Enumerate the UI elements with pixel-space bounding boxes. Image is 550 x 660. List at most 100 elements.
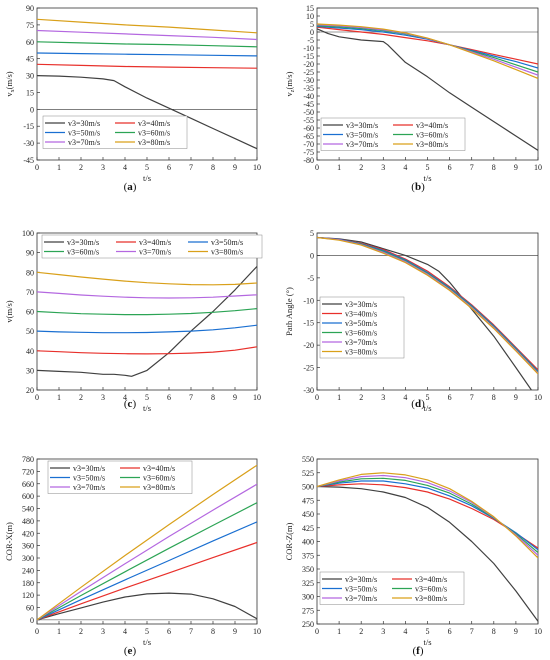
- legend-label: v3=60m/s: [416, 131, 448, 140]
- legend: v3=30m/s v3=40m/s v3=50m/s v3=60m/s v3=70m/s…: [320, 117, 466, 151]
- y-tick-label: 15: [306, 4, 314, 13]
- y-tick-label: 60: [26, 308, 34, 317]
- series-line-4: [37, 502, 257, 621]
- x-tick-label: 2: [79, 393, 83, 402]
- legend-label: v3=50m/s: [345, 585, 377, 594]
- x-tick-label: 2: [79, 163, 83, 172]
- y-tick-label: 540: [22, 505, 34, 514]
- legend-label: v3=70m/s: [345, 594, 377, 603]
- legend-label: v3=50m/s: [346, 131, 378, 140]
- x-tick-label: 2: [359, 627, 363, 636]
- y-tick-label: 60: [26, 604, 34, 613]
- y-tick-label: 420: [22, 529, 34, 538]
- y-tick-label: 30: [26, 72, 34, 81]
- legend-label: v3=50m/s: [73, 474, 105, 483]
- x-tick-label: 0: [315, 627, 319, 636]
- x-tick-label: 0: [35, 393, 39, 402]
- y-tick-label: 250: [302, 620, 314, 629]
- x-tick-label: 9: [514, 627, 518, 636]
- legend-box: [319, 296, 405, 359]
- x-tick-label: 5: [426, 393, 430, 402]
- x-tick-label: 1: [337, 393, 341, 402]
- x-axis-label: t/s: [143, 637, 151, 647]
- x-axis-label: t/s: [423, 173, 431, 183]
- y-tick-label: 400: [302, 538, 314, 547]
- y-tick-label: 45: [26, 55, 34, 64]
- series-line-4: [317, 477, 538, 553]
- legend-label: v3=80m/s: [415, 594, 447, 603]
- x-tick-label: 5: [145, 627, 149, 636]
- y-tick-label: -45: [23, 156, 34, 165]
- x-tick-label: 0: [315, 163, 319, 172]
- x-tick-label: 9: [514, 393, 518, 402]
- x-tick-label: 5: [145, 163, 149, 172]
- y-tick-label: 20: [26, 386, 34, 395]
- y-tick-label: 550: [302, 455, 314, 464]
- legend-label: v3=60m/s: [67, 248, 99, 257]
- legend-label: v3=50m/s: [68, 129, 100, 138]
- series-line-3: [37, 52, 257, 57]
- x-tick-label: 4: [403, 627, 407, 636]
- x-tick-label: 1: [337, 163, 341, 172]
- y-tick-label: -45: [303, 100, 314, 109]
- series-line-2: [317, 26, 538, 65]
- y-tick-label: -75: [303, 148, 314, 157]
- x-tick-label: 6: [448, 163, 452, 172]
- y-tick-label: 720: [22, 467, 34, 476]
- y-tick-label: 0: [310, 28, 314, 37]
- series-line-3: [37, 324, 257, 334]
- panel-caption: (b): [411, 181, 425, 193]
- panel-caption: (c): [124, 398, 137, 410]
- y-tick-label: 30: [26, 366, 34, 375]
- y-tick-label: 325: [302, 579, 314, 588]
- x-tick-label: 7: [470, 163, 474, 172]
- legend-label: v3=70m/s: [68, 138, 100, 147]
- y-tick-label: -30: [303, 386, 314, 395]
- x-tick-label: 3: [381, 393, 385, 402]
- legend-label: v3=40m/s: [416, 121, 448, 130]
- x-tick-label: 2: [359, 393, 363, 402]
- x-tick-label: 7: [189, 393, 193, 402]
- legend-label: v3=70m/s: [139, 248, 171, 257]
- series-line-6: [317, 23, 538, 79]
- chart-panel-2: 0 1 2 3 4 5 6 7 8 9 10-80-75-70-65-60-55-50-45-40-…: [284, 4, 542, 193]
- chart-panel-1: 0 1 2 3 4 5 6 7 8 9 10-45-30-150153045607590t/svx(…: [4, 4, 261, 193]
- y-tick-label: 0: [310, 251, 314, 260]
- y-tick-label: 90: [26, 4, 34, 13]
- x-tick-label: 4: [123, 163, 127, 172]
- legend-label: v3=80m/s: [143, 483, 175, 492]
- y-tick-label: 180: [22, 579, 34, 588]
- series-line-1: [317, 236, 532, 390]
- panel-caption: (f): [412, 645, 423, 657]
- chart-panel-5: 0 1 2 3 4 5 6 7 8 9 10 0 60 120 180 240 300 360 420 480 540 6…: [4, 455, 261, 657]
- y-tick-label: -55: [303, 116, 314, 125]
- panel-caption: (e): [124, 645, 137, 657]
- y-axis-label: COR-X(m): [4, 522, 14, 561]
- series-line-6: [37, 464, 257, 621]
- y-tick-label: -15: [303, 52, 314, 61]
- y-tick-label: 480: [22, 517, 34, 526]
- x-tick-label: 8: [492, 627, 496, 636]
- y-tick-label: -30: [23, 139, 34, 148]
- y-tick-label: 15: [26, 88, 34, 97]
- x-tick-label: 5: [145, 393, 149, 402]
- legend: v3=30m/s v3=40m/s v3=50m/s v3=60m/s v3=70m/s…: [319, 571, 465, 605]
- x-tick-label: 8: [211, 627, 215, 636]
- series-line-2: [37, 346, 257, 355]
- y-tick-label: 5: [310, 229, 314, 238]
- series-line-2: [317, 483, 538, 549]
- legend-box: [41, 234, 263, 259]
- x-tick-label: 6: [167, 627, 171, 636]
- x-tick-label: 1: [57, 163, 61, 172]
- x-tick-label: 4: [123, 393, 127, 402]
- x-tick-label: 3: [381, 163, 385, 172]
- series-line-4: [37, 308, 257, 316]
- x-tick-label: 2: [79, 627, 83, 636]
- x-tick-label: 10: [253, 627, 261, 636]
- x-tick-label: 8: [492, 393, 496, 402]
- y-tick-label: 425: [302, 524, 314, 533]
- y-tick-label: 100: [22, 229, 34, 238]
- x-axis-label: t/s: [143, 173, 151, 183]
